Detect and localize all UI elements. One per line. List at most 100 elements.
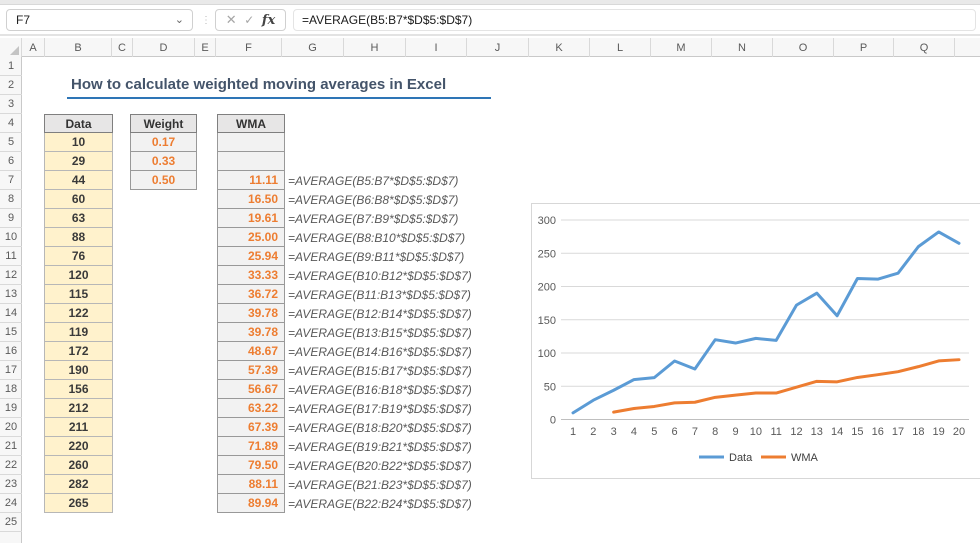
cell-B18[interactable]: 156 [44,380,113,399]
column-header-O[interactable]: O [773,38,834,57]
formula-annotation[interactable]: =AVERAGE(B13:B15*$D$5:$D$7) [288,325,472,340]
column-header-C[interactable]: C [112,38,133,57]
cell-B19[interactable]: 212 [44,399,113,418]
column-header-Q[interactable]: Q [894,38,955,57]
cell-B23[interactable]: 282 [44,475,113,494]
column-header-I[interactable]: I [406,38,467,57]
cell-B9[interactable]: 63 [44,209,113,228]
column-header-G[interactable]: G [282,38,344,57]
column-header-B[interactable]: B [45,38,112,57]
row-header-4[interactable]: 4 [0,114,22,133]
row-header-12[interactable]: 12 [0,266,22,285]
row-header-18[interactable]: 18 [0,380,22,399]
weight-table-header[interactable]: Weight [130,114,197,133]
formula-annotation[interactable]: =AVERAGE(B11:B13*$D$5:$D$7) [288,287,471,302]
cell-F24[interactable]: 89.94 [217,494,285,513]
formula-annotation[interactable]: =AVERAGE(B12:B14*$D$5:$D$7) [288,306,472,321]
cell-F21[interactable]: 71.89 [217,437,285,456]
cell-B24[interactable]: 265 [44,494,113,513]
cell-F18[interactable]: 56.67 [217,380,285,399]
row-header-22[interactable]: 22 [0,456,22,475]
cell-B13[interactable]: 115 [44,285,113,304]
insert-function-icon[interactable]: fx [261,12,276,28]
select-all-corner[interactable] [0,38,22,57]
cell-F9[interactable]: 19.61 [217,209,285,228]
data-table-header[interactable]: Data [44,114,113,133]
row-header-6[interactable]: 6 [0,152,22,171]
row-header-3[interactable]: 3 [0,95,22,114]
formula-annotation[interactable]: =AVERAGE(B14:B16*$D$5:$D$7) [288,344,472,359]
formula-annotation[interactable]: =AVERAGE(B18:B20*$D$5:$D$7) [288,420,472,435]
cell-F8[interactable]: 16.50 [217,190,285,209]
row-header-11[interactable]: 11 [0,247,22,266]
column-header-clipped[interactable] [955,38,980,57]
row-header-5[interactable]: 5 [0,133,22,152]
cell-B10[interactable]: 88 [44,228,113,247]
column-header-J[interactable]: J [467,38,529,57]
formula-annotation[interactable]: =AVERAGE(B22:B24*$D$5:$D$7) [288,496,472,511]
formula-annotation[interactable]: =AVERAGE(B9:B11*$D$5:$D$7) [288,249,465,264]
cell-B12[interactable]: 120 [44,266,113,285]
cell-F12[interactable]: 33.33 [217,266,285,285]
cell-F6[interactable] [217,152,285,171]
row-header-10[interactable]: 10 [0,228,22,247]
cell-B11[interactable]: 76 [44,247,113,266]
row-header-24[interactable]: 24 [0,494,22,513]
formula-annotation[interactable]: =AVERAGE(B5:B7*$D$5:$D$7) [288,173,459,188]
cell-B8[interactable]: 60 [44,190,113,209]
row-header-14[interactable]: 14 [0,304,22,323]
cell-F11[interactable]: 25.94 [217,247,285,266]
row-header-17[interactable]: 17 [0,361,22,380]
cell-F19[interactable]: 63.22 [217,399,285,418]
row-header-23[interactable]: 23 [0,475,22,494]
cell-F15[interactable]: 39.78 [217,323,285,342]
formula-annotation[interactable]: =AVERAGE(B6:B8*$D$5:$D$7) [288,192,459,207]
cell-B7[interactable]: 44 [44,171,113,190]
formula-annotation[interactable]: =AVERAGE(B15:B17*$D$5:$D$7) [288,363,472,378]
series-line-wma[interactable] [612,358,961,414]
column-header-A[interactable]: A [22,38,45,57]
name-box[interactable]: F7 ⌄ [6,9,193,31]
formula-annotation[interactable]: =AVERAGE(B19:B21*$D$5:$D$7) [288,439,472,454]
formula-annotation[interactable]: =AVERAGE(B16:B18*$D$5:$D$7) [288,382,472,397]
column-header-M[interactable]: M [651,38,712,57]
column-header-N[interactable]: N [712,38,773,57]
cell-B5[interactable]: 10 [44,133,113,152]
row-header-2[interactable]: 2 [0,76,22,95]
column-header-F[interactable]: F [216,38,282,57]
row-header-9[interactable]: 9 [0,209,22,228]
cell-D6[interactable]: 0.33 [130,152,197,171]
cancel-icon[interactable]: ✕ [225,12,237,27]
formula-annotation[interactable]: =AVERAGE(B20:B22*$D$5:$D$7) [288,458,472,473]
column-header-K[interactable]: K [529,38,590,57]
chart[interactable]: 0 50 100 150 200 250 300 1 2 3 4 5 6 7 8 9 10 11 12 13 14 15 1… [531,203,980,479]
cell-F13[interactable]: 36.72 [217,285,285,304]
cell-F10[interactable]: 25.00 [217,228,285,247]
enter-icon[interactable]: ✓ [244,13,255,27]
chevron-down-icon[interactable]: ⌄ [174,14,184,26]
column-header-L[interactable]: L [590,38,651,57]
cell-B14[interactable]: 122 [44,304,113,323]
series-line-data[interactable] [571,230,961,415]
column-header-H[interactable]: H [344,38,406,57]
row-header-25[interactable]: 25 [0,513,22,532]
row-header-19[interactable]: 19 [0,399,22,418]
cell-D5[interactable]: 0.17 [130,133,197,152]
cell-F17[interactable]: 57.39 [217,361,285,380]
row-header-13[interactable]: 13 [0,285,22,304]
cell-F16[interactable]: 48.67 [217,342,285,361]
cell-B16[interactable]: 172 [44,342,113,361]
cell-F14[interactable]: 39.78 [217,304,285,323]
row-header-21[interactable]: 21 [0,437,22,456]
row-header-15[interactable]: 15 [0,323,22,342]
row-header-7[interactable]: 7 [0,171,22,190]
column-header-D[interactable]: D [133,38,195,57]
row-header-16[interactable]: 16 [0,342,22,361]
cell-F7[interactable]: 11.11 [217,171,285,190]
row-header-8[interactable]: 8 [0,190,22,209]
cell-B20[interactable]: 211 [44,418,113,437]
column-header-P[interactable]: P [834,38,894,57]
row-header-1[interactable]: 1 [0,57,22,76]
formula-annotation[interactable]: =AVERAGE(B8:B10*$D$5:$D$7) [288,230,466,245]
cell-B17[interactable]: 190 [44,361,113,380]
